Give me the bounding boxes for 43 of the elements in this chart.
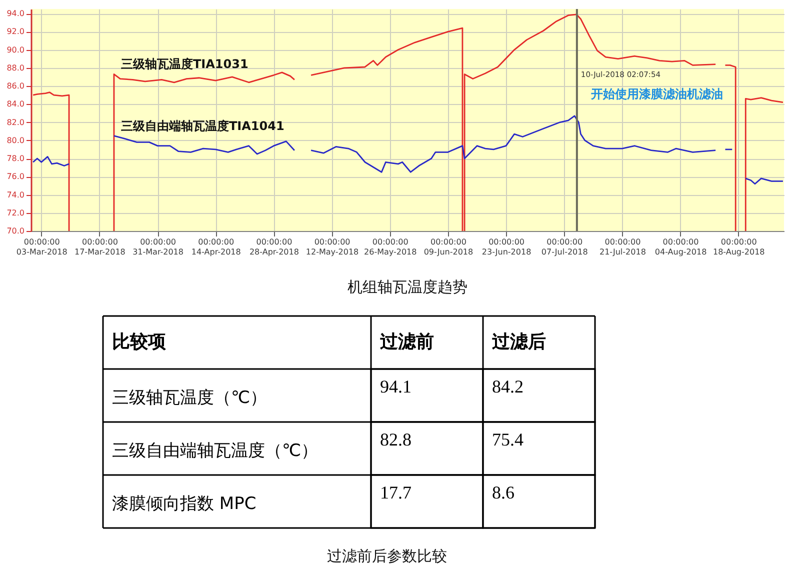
x-tick-label: 00:00:00 17-Mar-2018: [74, 238, 126, 256]
x-tick-label: 00:00:00 21-Jul-2018: [599, 238, 646, 256]
x-tick-label: 00:00:00 07-Jul-2018: [541, 238, 588, 256]
y-tick-label: 74.0: [6, 190, 24, 200]
x-tick-label: 00:00:00 23-Jun-2018: [482, 238, 532, 256]
data-label: 82.8: [380, 430, 412, 450]
y-tick-label: 三级自由端轴瓦温度（℃）: [112, 441, 318, 462]
y-tick-label: 82.0: [6, 118, 24, 127]
y-tick-label: 86.0: [6, 82, 24, 91]
data-label: 8.6: [492, 482, 514, 503]
y-tick-label: 72.0: [6, 208, 24, 218]
y-tick-label: 90.0: [6, 45, 24, 54]
y-tick-label: 漆膜倾向指数 MPC: [112, 494, 256, 514]
data-label: 94.1: [380, 376, 412, 397]
y-tick-label: 70.0: [6, 226, 24, 236]
y-tick-label: 80.0: [6, 136, 24, 145]
y-tick-label: 84.0: [6, 100, 24, 109]
y-axis-title: 比较项: [112, 332, 166, 352]
y-tick-label: 76.0: [6, 172, 24, 182]
x-tick-label: 00:00:00 28-Apr-2018: [249, 238, 299, 256]
x-tick-label: 00:00:00 03-Mar-2018: [16, 238, 68, 256]
x-tick-label: 00:00:00 14-Apr-2018: [191, 238, 241, 256]
series-label: 三级自由端轴瓦温度TIA1041: [120, 118, 284, 133]
data-label: 75.4: [492, 430, 524, 450]
y-tick-label: 94.0: [6, 9, 24, 18]
text: 机组轴瓦温度趋势: [348, 278, 468, 296]
y-tick-label: 92.0: [6, 27, 24, 36]
x-tick-label: 00:00:00 04-Aug-2018: [654, 238, 707, 256]
x-tick-label: 00:00:00 18-Aug-2018: [712, 238, 765, 256]
y-tick-label: 88.0: [6, 63, 24, 72]
x-tick-label: 过滤前: [379, 332, 434, 352]
x-tick-label: 00:00:00 26-May-2018: [364, 238, 417, 256]
text: 过滤前后参数比较: [327, 546, 447, 565]
data-label: 17.7: [380, 482, 412, 503]
series-label: 三级轴瓦温度TIA1031: [120, 57, 248, 72]
y-tick-label: 78.0: [6, 154, 24, 164]
y-tick-label: 三级轴瓦温度（℃）: [112, 388, 268, 408]
x-tick-label: 00:00:00 09-Jun-2018: [424, 238, 474, 256]
x-tick-label: 00:00:00 31-Mar-2018: [132, 238, 184, 256]
x-tick-label: 00:00:00 12-May-2018: [306, 238, 359, 256]
x-tick-label: 过滤后: [491, 332, 546, 352]
data-label: 84.2: [492, 376, 524, 397]
annotation: 开始使用漆膜滤油机滤油: [590, 87, 723, 101]
